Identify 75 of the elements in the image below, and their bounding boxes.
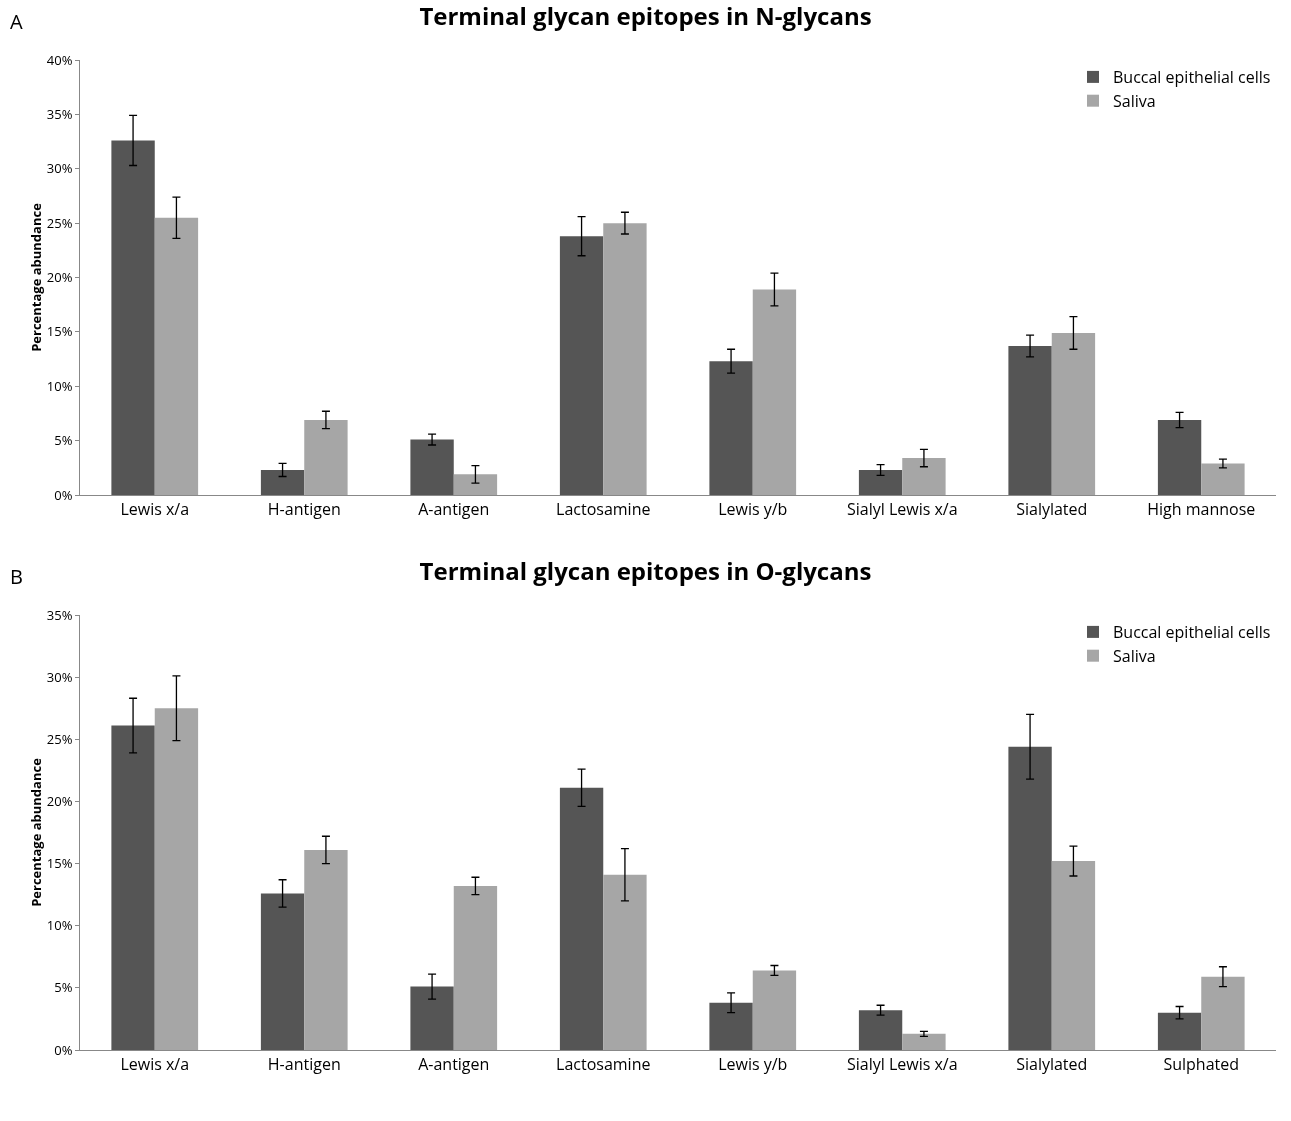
bar (410, 986, 454, 1050)
bar (410, 439, 454, 495)
bar (453, 885, 498, 1050)
bar (559, 787, 604, 1050)
text: B (10, 563, 23, 590)
bar (603, 874, 647, 1050)
bar (111, 140, 155, 495)
bar (752, 289, 797, 495)
x-tick-label: Lewis y/b (718, 1053, 788, 1076)
x-tick-label: Sialyl Lewis x/a (846, 498, 958, 521)
legend-label: Saliva (1113, 89, 1156, 112)
bar (709, 1002, 753, 1050)
bar (453, 474, 498, 495)
bar (902, 1033, 946, 1050)
x-tick-label: Sialyl Lewis x/a (846, 1053, 958, 1076)
bar (304, 849, 348, 1050)
legend-label: Saliva (1113, 644, 1156, 667)
bar (1008, 346, 1052, 495)
y-tick-label: 25% (46, 213, 73, 232)
y-tick-label: 15% (46, 854, 73, 873)
x-tick-label: Lactosamine (556, 1053, 651, 1076)
bar (752, 970, 797, 1050)
bar (304, 419, 348, 495)
bar (1201, 463, 1245, 495)
x-tick-label: Lewis x/a (120, 1053, 190, 1076)
bar (260, 469, 305, 495)
bar (1157, 419, 1202, 495)
bar (260, 893, 305, 1050)
x-tick-label: A-antigen (418, 1053, 490, 1076)
bar (111, 725, 155, 1050)
y-tick-label: 30% (46, 159, 73, 178)
bar (154, 217, 199, 495)
bar (1157, 1012, 1202, 1050)
chart-title: Terminal glycan epitopes in O-glycans (419, 554, 872, 588)
bar (1051, 332, 1096, 495)
bar (1051, 861, 1096, 1050)
y-axis-title: Percentage abundance (26, 202, 45, 352)
y-tick-label: 30% (46, 667, 73, 686)
x-tick-label: Sulphated (1163, 1053, 1240, 1076)
y-tick-label: 20% (46, 791, 73, 810)
y-tick-label: 0% (54, 1040, 73, 1059)
x-tick-label: Sialylated (1016, 1053, 1088, 1076)
x-tick-label: H-antigen (267, 498, 341, 521)
x-tick-label: A-antigen (418, 498, 490, 521)
bar (603, 223, 647, 495)
y-tick-label: 15% (46, 322, 73, 341)
y-tick-label: 5% (54, 978, 73, 997)
x-tick-label: H-antigen (267, 1053, 341, 1076)
x-tick-label: Sialylated (1016, 498, 1088, 521)
chart-title: Terminal glycan epitopes in N-glycans (419, 0, 872, 33)
bar (559, 236, 604, 495)
y-tick-label: 0% (54, 485, 73, 504)
legend-label: Buccal epithelial cells (1113, 66, 1271, 89)
bar (1201, 976, 1245, 1050)
y-tick-label: 40% (46, 50, 73, 69)
y-tick-label: 35% (46, 605, 73, 624)
bar (1008, 746, 1052, 1050)
x-tick-label: Lewis y/b (718, 498, 788, 521)
text: A (10, 8, 23, 35)
y-tick-label: 20% (46, 268, 73, 287)
y-axis-title: Percentage abundance (26, 757, 45, 907)
bar (858, 469, 903, 495)
bar (902, 458, 946, 495)
x-tick-label: Lactosamine (556, 498, 651, 521)
bar (154, 708, 199, 1050)
y-tick-label: 10% (46, 376, 73, 395)
x-tick-label: Lewis x/a (120, 498, 190, 521)
y-tick-label: 5% (54, 431, 73, 450)
x-tick-label: High mannose (1147, 498, 1256, 521)
y-tick-label: 35% (46, 104, 73, 123)
y-tick-label: 10% (46, 916, 73, 935)
bar (709, 361, 753, 495)
legend-label: Buccal epithelial cells (1113, 621, 1271, 644)
bar (858, 1010, 903, 1050)
y-tick-label: 25% (46, 729, 73, 748)
